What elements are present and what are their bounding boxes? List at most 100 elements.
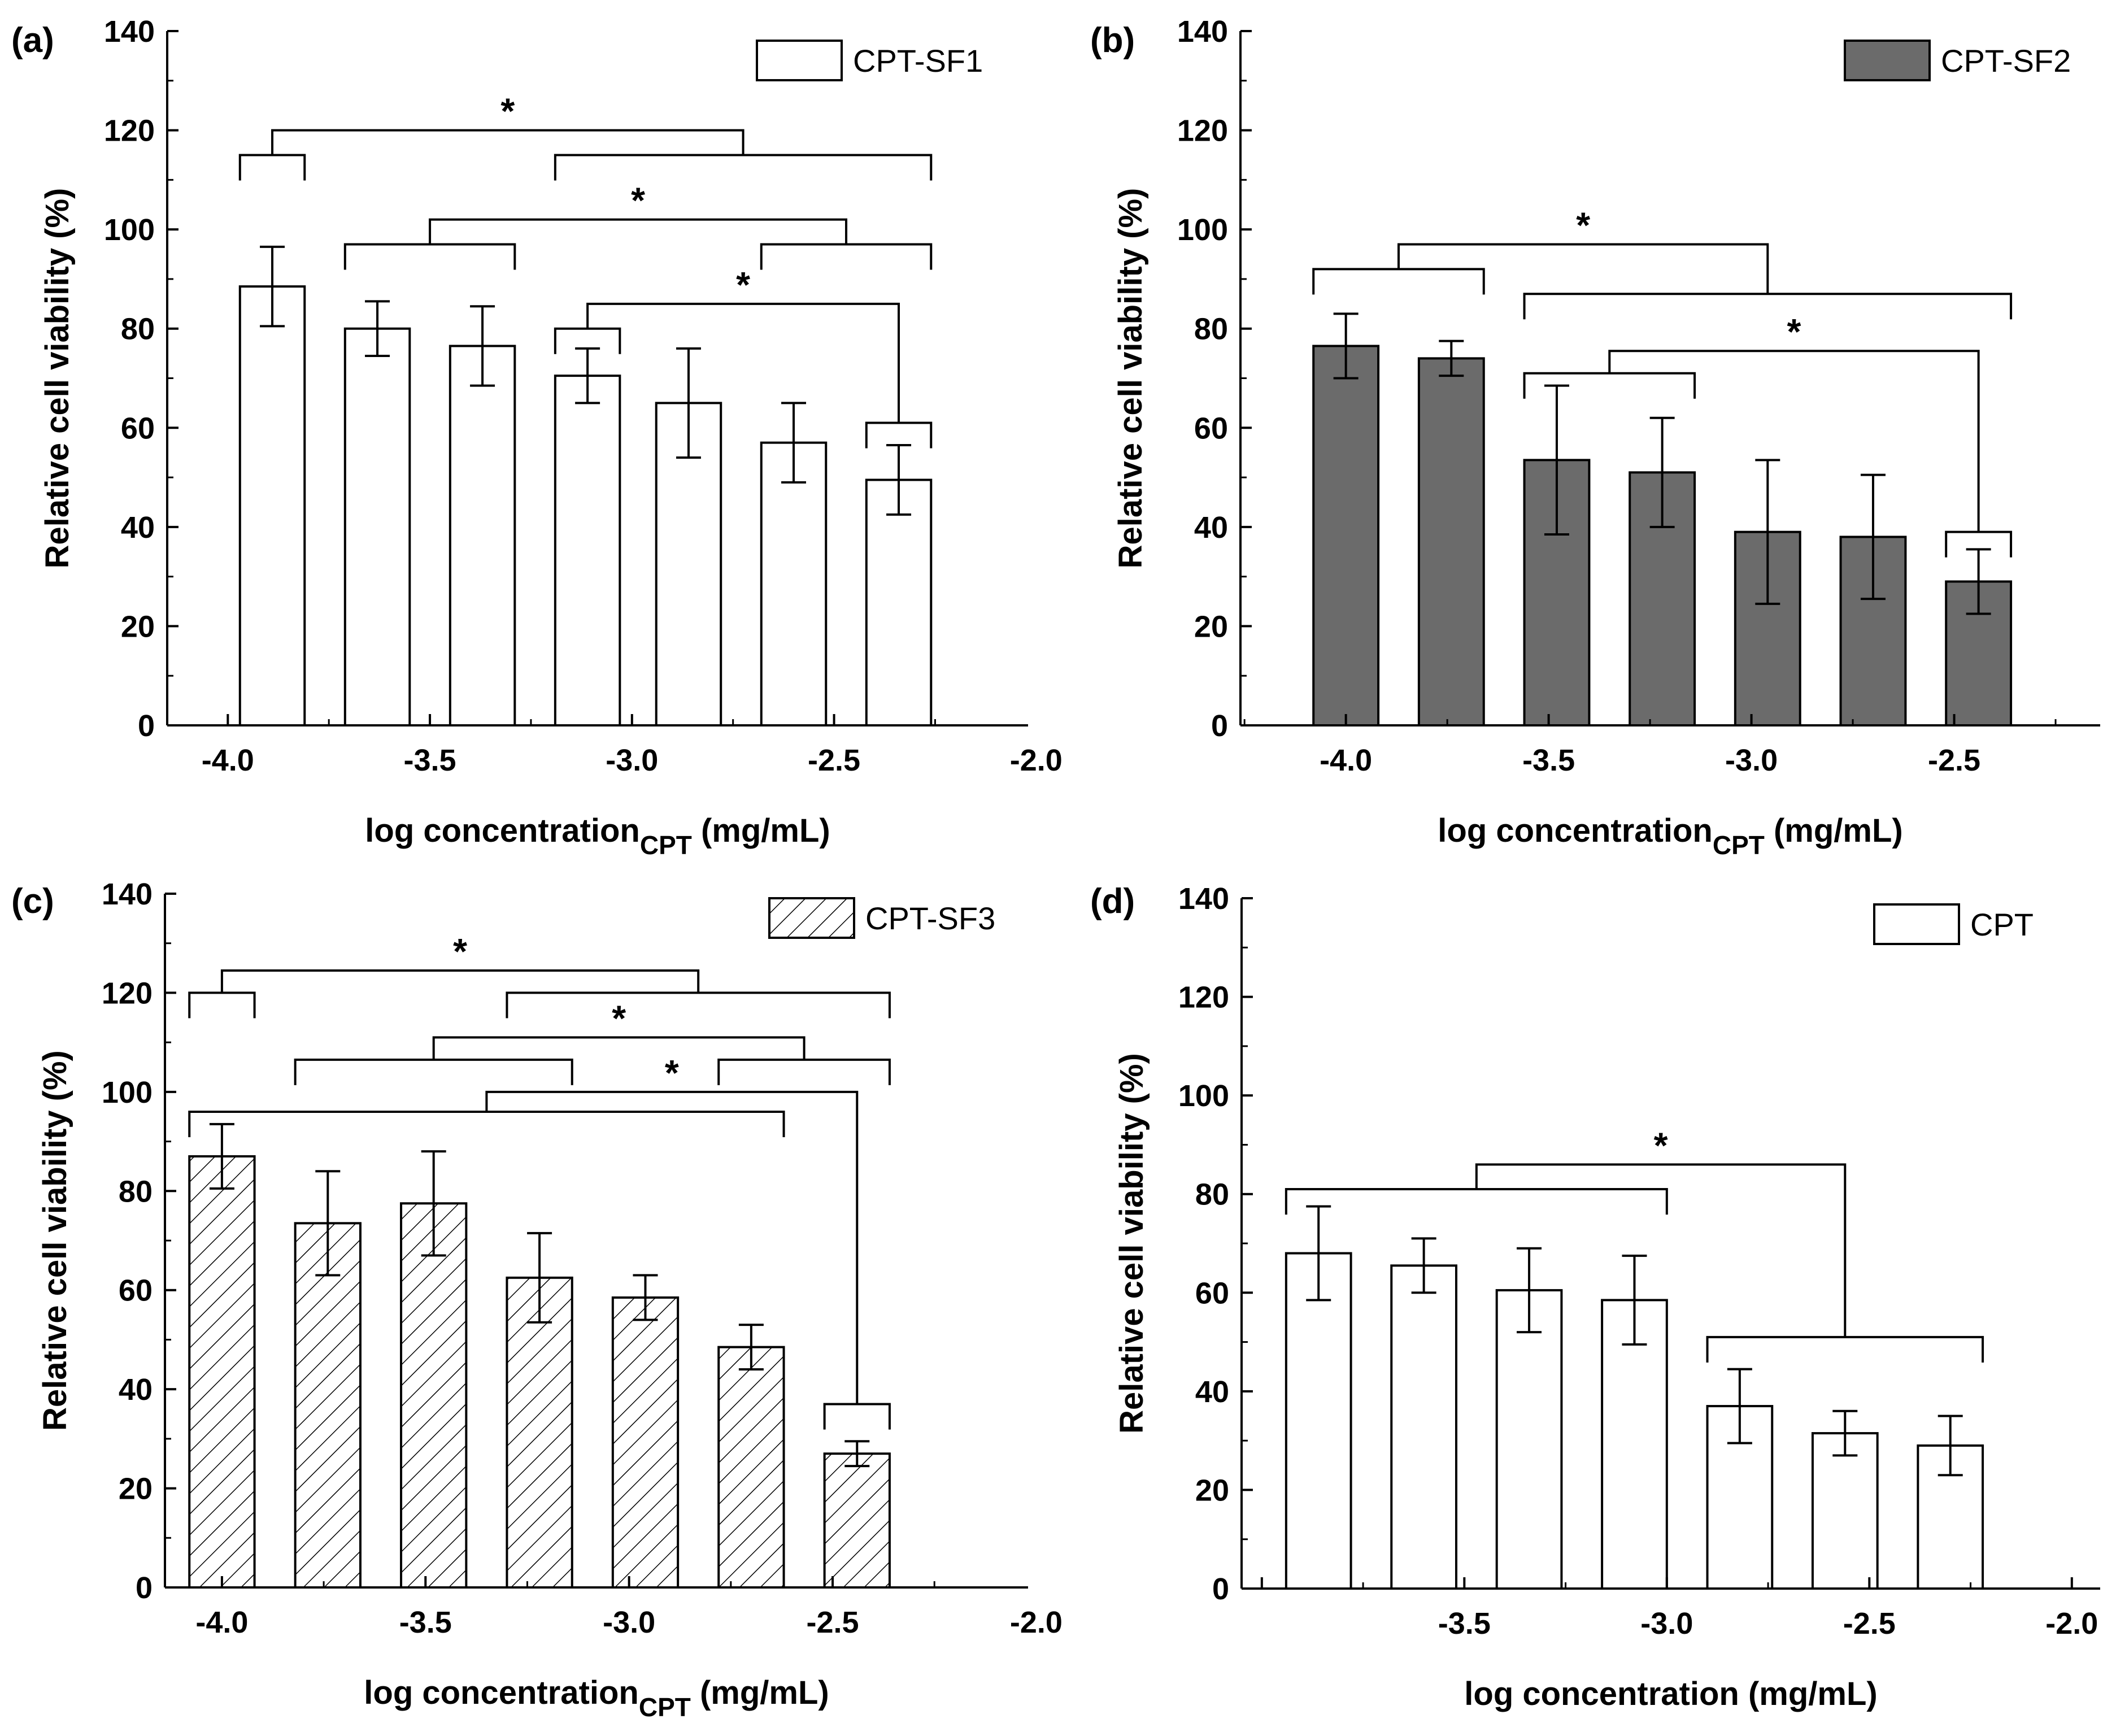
legend-swatch bbox=[756, 40, 843, 81]
bracket-join bbox=[1397, 243, 1769, 294]
bracket-right bbox=[760, 243, 933, 270]
y-tick-label: 0 bbox=[136, 1571, 153, 1605]
bracket-join bbox=[1608, 350, 1980, 532]
significance-star: * bbox=[736, 264, 750, 305]
y-tick-label: 120 bbox=[1177, 114, 1228, 148]
x-axis-label-subscript: CPT bbox=[1713, 830, 1765, 860]
x-tick-label: -3.5 bbox=[1522, 743, 1575, 777]
bracket-right bbox=[717, 1058, 891, 1085]
significance-star: * bbox=[631, 180, 645, 221]
bar bbox=[823, 1452, 891, 1589]
y-tick-label: 140 bbox=[104, 15, 155, 49]
bar bbox=[506, 1276, 573, 1589]
y-tick-label: 20 bbox=[121, 610, 155, 643]
x-axis-label-unit: (mg/mL) bbox=[1739, 1676, 1878, 1712]
bracket-left bbox=[294, 1058, 573, 1085]
panel-c: 0 20 40 60 80 100 120 140 -4.0 -3.5 -3.0 -2.5 -2.0 Re… bbox=[11, 877, 1063, 1722]
y-tick-label: 60 bbox=[119, 1274, 153, 1308]
bar bbox=[188, 1155, 256, 1589]
y-tick-label: 0 bbox=[1211, 709, 1228, 743]
x-tick-label: -3.0 bbox=[1725, 743, 1778, 777]
bracket-join bbox=[220, 969, 700, 993]
significance-star: * bbox=[1787, 311, 1801, 352]
panel-label: (c) bbox=[11, 882, 54, 921]
bar bbox=[1312, 345, 1380, 726]
y-tick-label: 20 bbox=[1195, 1473, 1229, 1507]
y-tick-label: 0 bbox=[138, 709, 155, 743]
y-tick-label: 40 bbox=[121, 511, 155, 545]
legend-label: CPT bbox=[1970, 907, 2034, 942]
panel-label: (a) bbox=[11, 21, 54, 60]
x-tick-label: -3.0 bbox=[1640, 1607, 1693, 1641]
y-tick-label: 120 bbox=[104, 114, 155, 148]
x-axis-label-main: log concentration bbox=[364, 1674, 639, 1711]
y-tick-label: 80 bbox=[1194, 312, 1228, 346]
x-tick-label: -2.0 bbox=[1010, 743, 1063, 777]
y-tick-label: 20 bbox=[119, 1472, 153, 1506]
bracket-left bbox=[238, 154, 306, 181]
x-axis-label: log concentrationCPT (mg/mL) bbox=[364, 1674, 829, 1722]
y-axis-label: Relative cell viability (%) bbox=[39, 188, 76, 569]
x-axis-label-main: log concentration bbox=[1438, 812, 1713, 849]
bar bbox=[865, 478, 933, 726]
x-tick-label: -2.5 bbox=[808, 743, 860, 777]
x-tick-label: -3.5 bbox=[1438, 1607, 1491, 1641]
legend-swatch bbox=[1844, 40, 1931, 81]
x-axis-label-unit: (mg/mL) bbox=[1765, 812, 1903, 849]
x-tick-label: -4.0 bbox=[202, 743, 254, 777]
y-axis-label: Relative cell viability (%) bbox=[1112, 188, 1149, 569]
y-tick-label: 140 bbox=[1177, 15, 1228, 49]
legend-label: CPT-SF2 bbox=[1941, 43, 2071, 79]
panel-label: (d) bbox=[1090, 882, 1135, 921]
y-tick-label: 60 bbox=[1194, 411, 1228, 445]
bar bbox=[343, 327, 411, 726]
x-axis-label: log concentrationCPT (mg/mL) bbox=[365, 812, 830, 860]
y-axis-label: Relative cell viability (%) bbox=[37, 1050, 73, 1431]
x-axis-label: log concentrationCPT (mg/mL) bbox=[1438, 812, 1902, 860]
x-tick-label: -3.0 bbox=[603, 1606, 655, 1639]
x-tick-label: -3.0 bbox=[606, 743, 658, 777]
y-tick-label: 100 bbox=[102, 1076, 153, 1110]
significance-star: * bbox=[612, 998, 626, 1038]
x-axis-label-subscript: CPT bbox=[640, 830, 692, 860]
y-axis-label: Relative cell viability (%) bbox=[1113, 1053, 1150, 1434]
x-tick-label: -4.0 bbox=[195, 1606, 248, 1639]
bracket-right bbox=[554, 154, 933, 181]
x-axis-label-main: log concentration bbox=[1464, 1676, 1739, 1712]
y-tick-label: 80 bbox=[121, 312, 155, 346]
bracket-right bbox=[506, 991, 891, 1019]
bar bbox=[400, 1202, 468, 1589]
y-tick-label: 80 bbox=[119, 1174, 153, 1208]
bar bbox=[1390, 1264, 1457, 1590]
x-tick-label: -2.5 bbox=[1928, 743, 1980, 777]
y-tick-label: 140 bbox=[1178, 882, 1229, 916]
bracket-join bbox=[271, 129, 744, 155]
bar bbox=[1601, 1299, 1668, 1590]
x-axis-label: log concentration (mg/mL) bbox=[1464, 1676, 1877, 1712]
bracket-left bbox=[1285, 1187, 1668, 1215]
bar bbox=[294, 1222, 362, 1589]
bracket-join bbox=[432, 1036, 806, 1060]
x-tick-label: -2.5 bbox=[807, 1606, 859, 1639]
bracket-join bbox=[1475, 1163, 1847, 1337]
x-tick-label: -4.0 bbox=[1320, 743, 1372, 777]
significance-star: * bbox=[1654, 1125, 1668, 1165]
panel-a: 0 20 40 60 80 100 120 140 -4.0 -3.5 -3.0 -2.5 -2.0 Re… bbox=[11, 15, 1063, 860]
y-tick-label: 0 bbox=[1212, 1572, 1229, 1606]
significance-star: * bbox=[1576, 205, 1590, 245]
bracket-join bbox=[429, 218, 848, 245]
bar bbox=[1417, 357, 1485, 726]
y-tick-label: 60 bbox=[121, 411, 155, 445]
panel-label: (b) bbox=[1090, 21, 1135, 60]
x-axis-label-main: log concentration bbox=[365, 812, 640, 849]
y-tick-label: 40 bbox=[1194, 511, 1228, 545]
y-tick-label: 100 bbox=[104, 213, 155, 247]
bar bbox=[554, 375, 621, 726]
legend-swatch bbox=[1873, 903, 1960, 945]
y-tick-label: 40 bbox=[119, 1373, 153, 1407]
significance-star: * bbox=[500, 91, 515, 132]
bar bbox=[1495, 1289, 1563, 1590]
bracket-left bbox=[188, 991, 256, 1019]
y-tick-label: 80 bbox=[1195, 1178, 1229, 1212]
x-tick-label: -2.0 bbox=[1010, 1606, 1063, 1639]
